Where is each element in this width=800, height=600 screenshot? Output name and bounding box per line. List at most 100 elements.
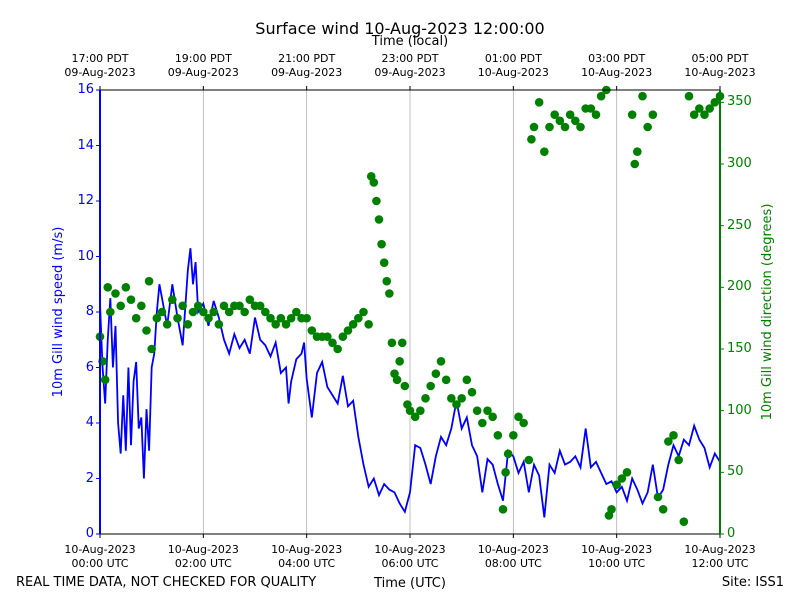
direction-point [503,449,513,459]
direction-point [540,147,549,156]
direction-point [387,338,397,348]
direction-point [571,116,580,126]
speed-line [99,248,721,518]
x-tick-label: 10-Aug-2023 08:00 UTC [477,543,549,570]
y-tick-label: 10 [77,248,94,264]
direction-point [591,110,601,119]
direction-point [328,338,337,348]
direction-point [397,338,407,348]
direction-point [674,455,683,465]
direction-point [144,276,154,286]
y2-tick-label: 250 [727,217,752,233]
x2-tick-label: 05:00 PDT 10-Aug-2023 [684,52,756,79]
direction-point [426,381,435,391]
direction-point [524,455,534,465]
direction-point [529,122,539,132]
direction-point [607,505,616,514]
direction-point [421,394,430,403]
direction-point [684,91,694,101]
direction-point [348,320,358,329]
direction-point [359,307,368,317]
direction-point [235,301,244,311]
direction-point [612,480,621,489]
y-tick-label: 12 [77,193,94,208]
direction-point [126,295,136,304]
direction-point [323,332,332,341]
direction-point [382,276,392,286]
direction-point [493,431,503,440]
direction-point [596,91,606,101]
direction-point [700,110,709,119]
direction-point [255,301,265,311]
direction-point [534,98,544,107]
direction-point [338,332,348,341]
direction-point [441,375,451,385]
direction-point [369,178,379,187]
direction-point [705,104,714,113]
direction-point [219,301,229,311]
direction-point [103,283,113,292]
x2-axis-label: Time (local) [371,34,449,49]
direction-point [209,307,218,317]
direction-point [188,307,198,317]
direction-point [695,104,704,113]
x-axis-label: Time (UTC) [374,576,446,591]
direction-point [400,381,410,391]
y2-tick-label: 350 [727,94,752,110]
x-tick-label: 10-Aug-2023 04:00 UTC [271,543,343,570]
direction-point [472,406,482,415]
y-tick-label: 6 [85,359,94,375]
direction-point [116,301,125,311]
direction-point [586,104,596,113]
direction-point [354,313,363,323]
direction-point [405,406,415,415]
direction-point [343,326,353,335]
direction-point [204,313,213,323]
direction-point [106,307,115,317]
direction-point [436,357,446,366]
x-tick-label: 10-Aug-2023 00:00 UTC [64,543,136,570]
direction-point [457,394,466,403]
direction-point [261,307,270,317]
y-tick-label: 2 [85,470,94,486]
direction-point [410,412,420,422]
x2-tick-label: 19:00 PDT 09-Aug-2023 [167,52,239,79]
y2-tick-label: 200 [727,279,752,295]
direction-point [266,313,275,323]
direction-point [395,357,404,366]
x2-tick-label: 17:00 PDT 09-Aug-2023 [64,52,136,79]
footer-left: REAL TIME DATA, NOT CHECKED FOR QUALITY [16,575,317,590]
y2-tick-label: 150 [727,341,752,356]
direction-point [519,418,528,428]
direction-point [100,375,110,385]
direction-point [286,313,296,323]
x2-tick-label: 23:00 PDT 09-Aug-2023 [374,52,446,79]
x-tick-label: 10-Aug-2023 10:00 UTC [581,543,653,570]
direction-point [627,110,637,119]
direction-point [199,307,208,317]
direction-point [137,301,146,311]
direction-point [276,313,286,323]
direction-point [633,147,642,156]
direction-point [664,437,673,446]
direction-point [392,375,402,385]
direction-point [147,344,156,354]
direction-point [653,492,663,502]
direction-point [622,468,632,477]
direction-point [462,375,472,385]
x2-tick-label: 21:00 PDT 09-Aug-2023 [271,52,343,79]
footer-right: Site: ISS1 [721,575,784,590]
x-tick-label: 10-Aug-2023 02:00 UTC [167,543,239,570]
direction-point [576,122,585,132]
direction-point [545,122,554,132]
direction-point [377,239,386,249]
direction-point [281,320,291,329]
y-tick-label: 0 [85,526,94,541]
y-tick-label: 14 [77,137,94,153]
x-tick-label: 10-Aug-2023 12:00 UTC [684,543,756,570]
direction-point [648,110,658,119]
direction-point [478,418,487,428]
direction-point [292,307,301,317]
direction-point [617,474,627,483]
direction-point [509,431,518,440]
